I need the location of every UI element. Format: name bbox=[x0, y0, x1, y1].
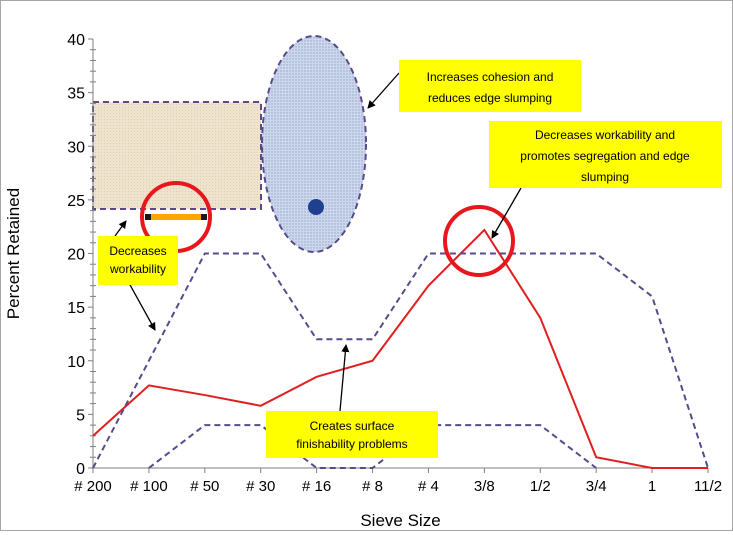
orange-bar-end-right bbox=[201, 214, 207, 220]
series-layer bbox=[92, 228, 709, 469]
orange-bar-end-left bbox=[145, 214, 151, 220]
x-tick-label: 1 bbox=[648, 478, 656, 495]
callout-workability-text: Decreases workability bbox=[109, 244, 167, 276]
y-tick-label: 35 bbox=[67, 86, 85, 103]
x-tick-label: 1/2 bbox=[530, 478, 551, 495]
callout-cohesion-text: Increases cohesion and reduces edge slump… bbox=[427, 70, 554, 105]
shaded-fines-zone bbox=[92, 101, 262, 210]
y-tick-label: 40 bbox=[67, 32, 85, 49]
y-tick-label: 25 bbox=[67, 193, 85, 210]
x-tick-label: # 8 bbox=[362, 478, 383, 495]
x-tick-label: # 4 bbox=[418, 478, 439, 495]
callout-finishability-text: Creates surface finishability problems bbox=[296, 419, 407, 451]
cohesion-zone-ellipse bbox=[261, 35, 367, 253]
callout-segregation: Decreases workability and promotes segreg… bbox=[489, 121, 722, 188]
callout-finishability-box bbox=[266, 411, 438, 458]
series-0-line bbox=[92, 228, 708, 469]
y-tick-label: 20 bbox=[67, 247, 85, 264]
x-tick-label: 3/4 bbox=[586, 478, 607, 495]
x-tick-label: # 50 bbox=[190, 478, 219, 495]
y-tick-label: 15 bbox=[67, 300, 85, 317]
callout-workability-box bbox=[98, 236, 178, 285]
x-tick-label: 11/2 bbox=[694, 478, 722, 495]
arrow-finish-up bbox=[339, 344, 350, 412]
highlight-circle-peak bbox=[443, 205, 515, 277]
callout-finishability: Creates surface finishability problems bbox=[266, 411, 438, 458]
y-tick-label: 5 bbox=[76, 407, 85, 424]
y-axis-title: Percent Retained bbox=[4, 188, 23, 319]
callout-cohesion-box bbox=[399, 60, 581, 112]
callout-segregation-box bbox=[489, 121, 722, 188]
callout-cohesion: Increases cohesion and reduces edge slump… bbox=[399, 60, 581, 112]
x-tick-label: # 30 bbox=[246, 478, 275, 495]
arrow-workability-up bbox=[114, 220, 127, 237]
y-tick-label: 0 bbox=[76, 461, 85, 478]
x-tick-label: # 200 bbox=[74, 478, 112, 495]
x-axis-title: Sieve Size bbox=[360, 511, 440, 530]
x-tick-label: 3/8 bbox=[474, 478, 495, 495]
y-tick-label: 30 bbox=[67, 139, 85, 156]
series-1-line bbox=[92, 252, 709, 469]
x-tick-label: # 100 bbox=[130, 478, 168, 495]
arrow-cohesion bbox=[367, 72, 400, 109]
arrow-segregation bbox=[491, 187, 522, 239]
series-2-line bbox=[148, 424, 597, 469]
axes: 0 5 10 15 20 25 30 35 40 # 200 # 100 # 50 # 30 # 16 # … bbox=[4, 32, 722, 530]
ellipse-center-dot bbox=[308, 199, 324, 215]
callout-workability: Decreases workability bbox=[98, 236, 178, 285]
y-tick-label: 10 bbox=[67, 354, 85, 371]
x-tick-label: # 16 bbox=[302, 478, 331, 495]
callout-segregation-text: Decreases workability and promotes segreg… bbox=[520, 128, 690, 184]
